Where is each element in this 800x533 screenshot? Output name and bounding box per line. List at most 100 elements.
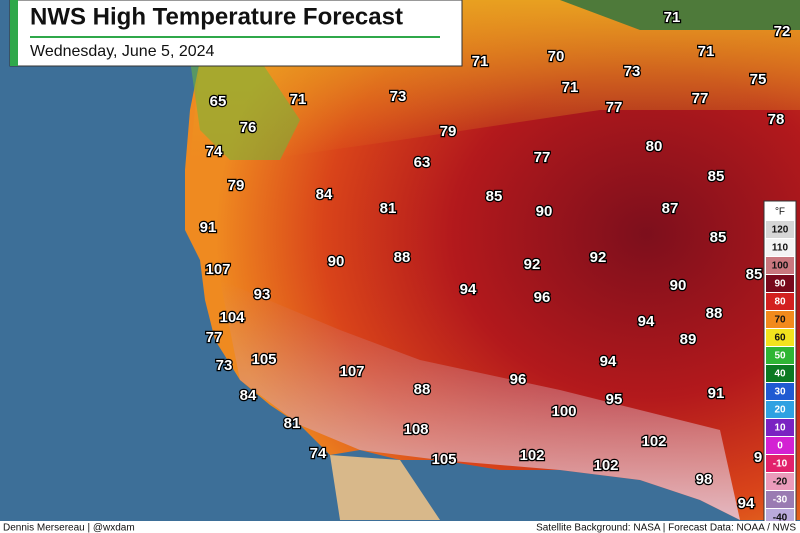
legend-label: 40 xyxy=(774,369,786,380)
legend-label: 110 xyxy=(772,243,789,254)
temperature-label: 94 xyxy=(638,313,655,330)
legend-label: -30 xyxy=(773,495,788,506)
temperature-label: 77 xyxy=(534,149,551,166)
legend-swatch xyxy=(766,293,794,310)
legend-label: 120 xyxy=(772,225,789,236)
temperature-label: 105 xyxy=(251,351,276,368)
temperature-label: 85 xyxy=(710,229,727,246)
legend-unit: °F xyxy=(775,207,785,218)
legend-swatch xyxy=(766,473,794,490)
legend-swatch xyxy=(766,275,794,292)
temperature-label: 104 xyxy=(219,309,245,326)
legend-label: -20 xyxy=(773,477,788,488)
temperature-label: 94 xyxy=(738,495,755,512)
temperature-label: 77 xyxy=(692,90,709,107)
subtitle: Wednesday, June 5, 2024 xyxy=(30,43,215,60)
canada-land xyxy=(560,0,800,30)
legend-label: 30 xyxy=(774,387,786,398)
temperature-label: 79 xyxy=(440,123,457,140)
temperature-label: 65 xyxy=(210,93,227,110)
temperature-label: 85 xyxy=(486,188,503,205)
temperature-label: 74 xyxy=(206,143,223,160)
temperature-label: 96 xyxy=(534,289,551,306)
legend-swatch xyxy=(766,437,794,454)
legend-label: 50 xyxy=(774,351,786,362)
legend-swatch xyxy=(766,455,794,472)
temperature-label: 71 xyxy=(290,91,307,108)
legend-label: 10 xyxy=(774,423,786,434)
temperature-label: 107 xyxy=(339,363,364,380)
legend-label: 90 xyxy=(774,279,786,290)
temperature-label: 91 xyxy=(200,219,217,236)
legend: °F1201101009080706050403020100-10-20-30-… xyxy=(763,200,797,530)
temperature-label: 71 xyxy=(698,43,715,60)
legend-label: 20 xyxy=(774,405,786,416)
temperature-label: 87 xyxy=(662,200,679,217)
temperature-label: 89 xyxy=(680,331,697,348)
temperature-label: 72 xyxy=(774,23,791,40)
legend-swatch xyxy=(766,221,794,238)
temperature-label: 105 xyxy=(431,451,456,468)
temperature-label: 108 xyxy=(403,421,428,438)
temperature-label: 88 xyxy=(414,381,431,398)
footer-bar xyxy=(0,521,800,533)
temperature-label: 9 xyxy=(754,449,762,466)
temperature-label: 93 xyxy=(254,286,271,303)
legend-swatch xyxy=(766,239,794,256)
temperature-label: 70 xyxy=(548,48,565,65)
temperature-label: 102 xyxy=(641,433,666,450)
temperature-label: 81 xyxy=(380,200,397,217)
temperature-label: 76 xyxy=(240,119,257,136)
temperature-label: 78 xyxy=(768,111,785,128)
legend-label: 0 xyxy=(777,441,783,452)
legend-label: -40 xyxy=(773,513,788,524)
temperature-label: 84 xyxy=(240,387,257,404)
temperature-label: 102 xyxy=(519,447,544,464)
temperature-label: 94 xyxy=(600,353,617,370)
legend-label: 70 xyxy=(774,315,786,326)
temperature-label: 92 xyxy=(590,249,607,266)
legend-swatch xyxy=(766,491,794,508)
legend-swatch xyxy=(766,257,794,274)
temperature-label: 94 xyxy=(460,281,477,298)
temperature-label: 90 xyxy=(328,253,345,270)
hot-southwest xyxy=(220,280,740,520)
temperature-label: 90 xyxy=(670,277,687,294)
temperature-label: 100 xyxy=(551,403,576,420)
legend-swatch xyxy=(766,311,794,328)
temperature-label: 73 xyxy=(216,357,233,374)
legend-swatch xyxy=(766,419,794,436)
legend-label: 60 xyxy=(774,333,786,344)
legend-swatch xyxy=(766,329,794,346)
temperature-label: 79 xyxy=(228,177,245,194)
temperature-label: 63 xyxy=(414,154,431,171)
title-box xyxy=(9,0,463,67)
temperature-label: 77 xyxy=(206,329,223,346)
temperature-label: 73 xyxy=(624,63,641,80)
temperature-label: 90 xyxy=(536,203,553,220)
temperature-label: 85 xyxy=(746,266,763,283)
temperature-label: 74 xyxy=(310,445,327,462)
title-accent xyxy=(10,0,18,66)
temperature-label: 92 xyxy=(524,256,541,273)
temperature-label: 102 xyxy=(593,457,618,474)
temperature-label: 84 xyxy=(316,186,333,203)
temperature-labels: 71 72 70 71 71 73 75 71 65 71 73 77 77 78 76 79 74 80 77 63… xyxy=(198,8,791,514)
legend-label: 100 xyxy=(772,261,789,272)
temperature-label: 98 xyxy=(696,471,713,488)
temperature-label: 88 xyxy=(394,249,411,266)
temperature-label: 81 xyxy=(284,415,301,432)
temperature-label: 73 xyxy=(390,88,407,105)
credit: Dennis Mersereau | @wxdam xyxy=(3,523,135,533)
temperature-label: 80 xyxy=(646,138,663,155)
temperature-label: 88 xyxy=(706,305,723,322)
legend-label: 80 xyxy=(774,297,786,308)
temperature-label: 85 xyxy=(708,168,725,185)
temperature-label: 71 xyxy=(664,9,681,26)
temperature-label: 95 xyxy=(606,391,623,408)
mexico-land xyxy=(330,455,440,520)
title: NWS High Temperature Forecast xyxy=(30,3,403,30)
legend-swatch xyxy=(766,347,794,364)
temperature-label: 96 xyxy=(510,371,527,388)
